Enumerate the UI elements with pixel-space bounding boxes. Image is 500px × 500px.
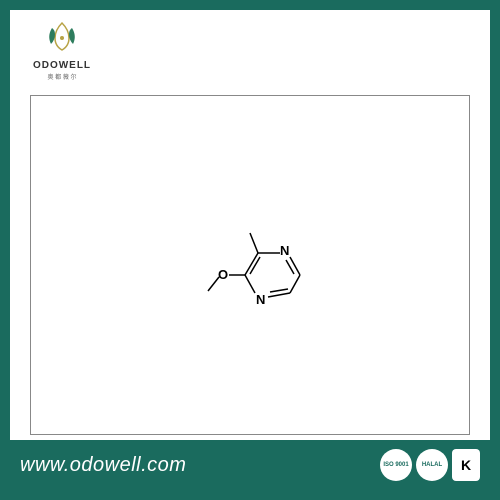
logo-subtext: 奥 都 薇 尔 — [47, 72, 76, 81]
halal-badge: HALAL — [416, 449, 448, 481]
logo-container: ODOWELL 奥 都 薇 尔 — [12, 12, 112, 87]
molecule-diagram: N N O — [180, 205, 320, 325]
atom-n2-label: N — [280, 243, 289, 258]
kosher-badge: K — [452, 449, 480, 481]
header-angle-decoration — [110, 10, 145, 88]
atom-o-label: O — [218, 267, 228, 282]
atom-n1-label: N — [256, 292, 265, 307]
logo-icon — [37, 18, 87, 58]
logo-name: ODOWELL — [33, 60, 91, 71]
footer: www.odowell.com ISO 9001 HALAL K — [10, 440, 490, 490]
content-panel: N N O — [30, 95, 470, 435]
website-url[interactable]: www.odowell.com — [20, 454, 186, 477]
certification-badges: ISO 9001 HALAL K — [380, 449, 480, 481]
iso-badge: ISO 9001 — [380, 449, 412, 481]
